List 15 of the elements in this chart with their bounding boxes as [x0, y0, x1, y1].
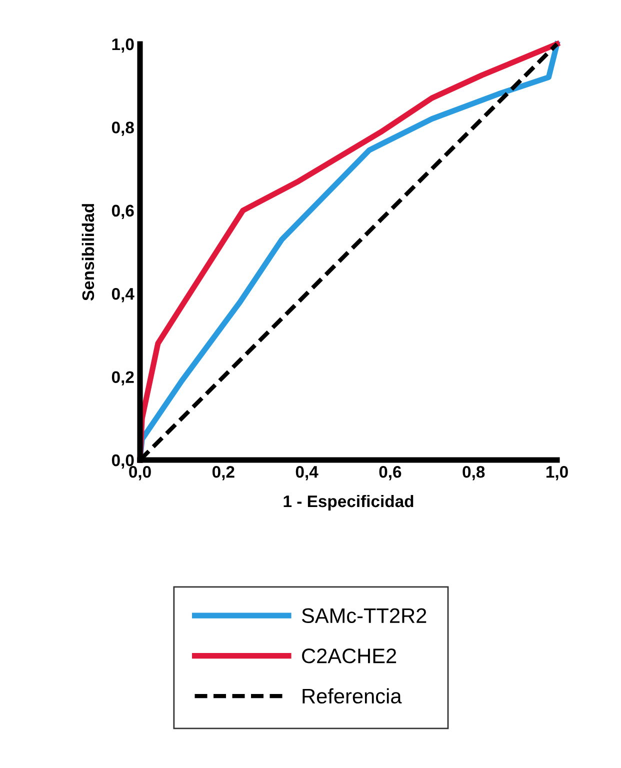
x-tick-label: 0,8 [462, 466, 485, 480]
y-axis-title: Sensibilidad [82, 204, 94, 301]
x-tick-label: 0,4 [296, 466, 318, 480]
legend-label: Referencia [302, 688, 402, 704]
y-tick-label: 1,0 [112, 38, 134, 53]
y-tick-label: 0,4 [112, 288, 134, 302]
x-tick-label: 1,0 [546, 466, 568, 480]
legend-label: SAMc-TT2R2 [302, 608, 426, 624]
legend-label: C2ACHE2 [302, 648, 396, 664]
x-tick-label: 0,2 [212, 466, 234, 480]
x-tick-label: 0,6 [379, 466, 402, 480]
y-tick-label: 0,6 [112, 204, 134, 220]
y-tick-label: 0,2 [112, 371, 134, 386]
x-axis-title: 1 - Especificidad [284, 494, 414, 511]
y-tick-label: 0,8 [112, 122, 134, 136]
